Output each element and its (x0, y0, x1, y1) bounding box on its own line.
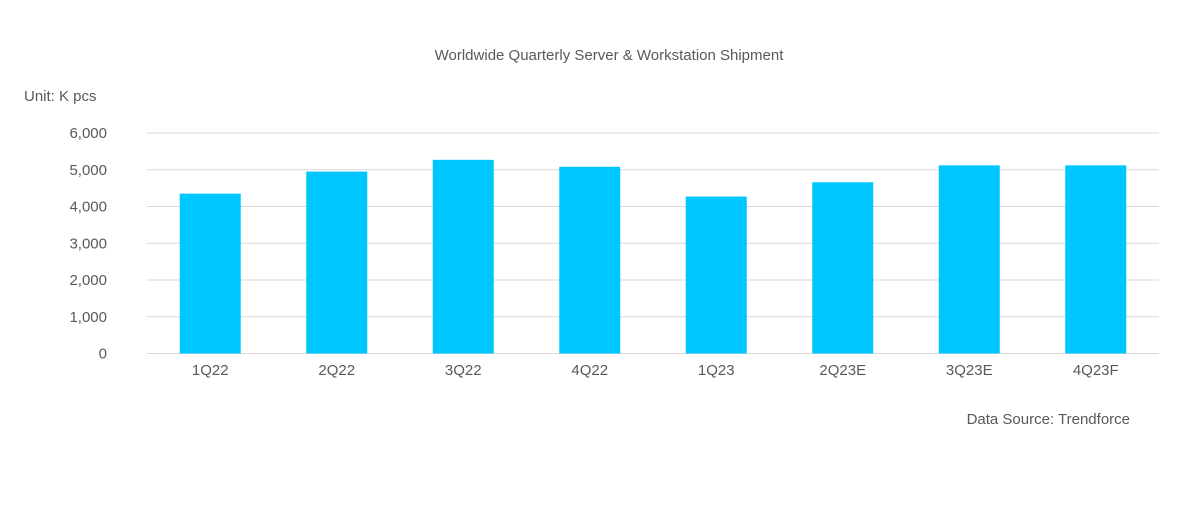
bar-3q23e (938, 165, 1000, 354)
y-tick-label: 3,000 (69, 235, 107, 252)
x-tick-label: 3Q22 (445, 362, 482, 379)
bars (179, 159, 1127, 354)
x-tick-label: 3Q23E (946, 362, 993, 379)
bar-2q22 (306, 171, 368, 354)
y-tick-label: 0 (99, 346, 107, 363)
bar-4q23f (1065, 165, 1127, 354)
y-tick-label: 4,000 (69, 199, 107, 216)
y-tick-label: 5,000 (69, 162, 107, 179)
chart-title: Worldwide Quarterly Server & Workstation… (435, 47, 785, 64)
y-axis-tick-labels: 0 1,000 2,000 3,000 4,000 5,000 6,000 (69, 125, 107, 363)
x-tick-label: 1Q22 (192, 362, 229, 379)
unit-label: Unit: K pcs (24, 88, 97, 105)
bar-3q22 (432, 159, 494, 354)
gridlines (147, 132, 1159, 354)
bar-1q22 (179, 193, 241, 354)
x-tick-label: 1Q23 (698, 362, 735, 379)
x-axis-tick-labels: 1Q22 2Q22 3Q22 4Q22 1Q23 2Q23E 3Q23E 4Q23F (192, 362, 1119, 379)
bar-2q23e (812, 182, 874, 354)
x-tick-label: 2Q23E (819, 362, 866, 379)
x-tick-label: 4Q22 (571, 362, 608, 379)
data-source-label: Data Source: Trendforce (967, 411, 1130, 428)
bar-1q23 (685, 196, 747, 354)
y-tick-label: 2,000 (69, 272, 107, 289)
x-tick-label: 4Q23F (1073, 362, 1119, 379)
y-tick-label: 6,000 (69, 125, 107, 142)
y-tick-label: 1,000 (69, 309, 107, 326)
x-tick-label: 2Q22 (318, 362, 355, 379)
bar-4q22 (559, 166, 621, 354)
